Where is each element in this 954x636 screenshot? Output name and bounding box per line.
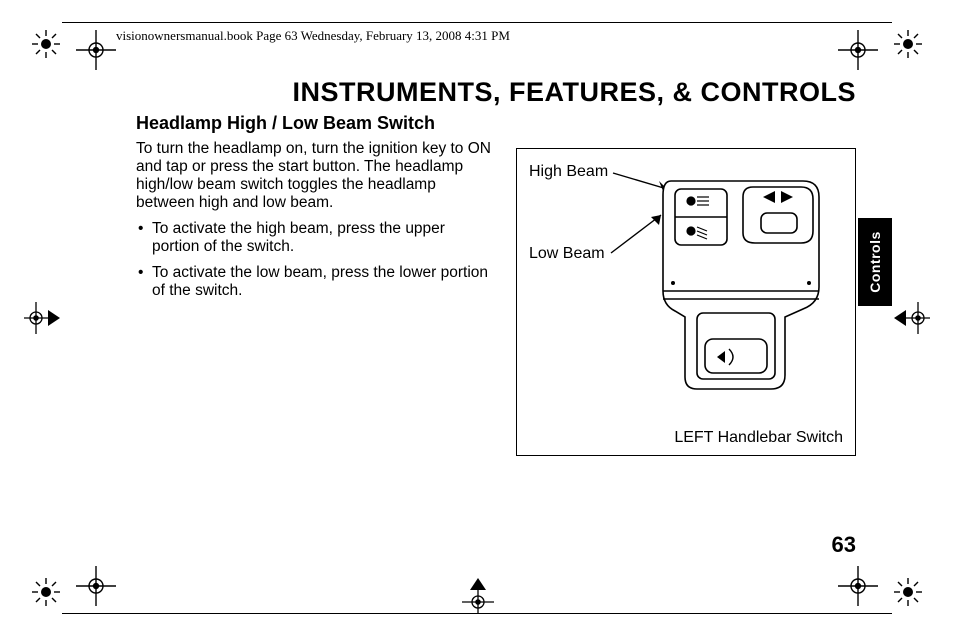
reg-mark-tri-bottom-icon [460, 578, 496, 614]
bullet-item: To activate the high beam, press the upp… [136, 220, 496, 256]
figure-label-high-beam: High Beam [529, 163, 608, 181]
reg-mark-cross-icon [838, 30, 878, 70]
chapter-title: INSTRUMENTS, FEATURES, & CONTROLS [0, 77, 856, 108]
section-title: Headlamp High / Low Beam Switch [136, 113, 435, 134]
reg-mark-sun-icon [894, 578, 922, 606]
page-number: 63 [832, 532, 856, 558]
print-header-meta: visionownersmanual.book Page 63 Wednesda… [116, 28, 510, 44]
reg-mark-sun-icon [32, 30, 60, 58]
figure-label-low-beam: Low Beam [529, 245, 605, 263]
handlebar-switch-illustration [643, 171, 843, 401]
intro-paragraph: To turn the headlamp on, turn the igniti… [136, 140, 496, 212]
top-crop-rule [62, 22, 892, 23]
reg-mark-cross-icon [838, 566, 878, 606]
figure-box: High Beam Low Beam LEFT Handlebar Switch [516, 148, 856, 456]
thumb-tab: Controls [858, 218, 892, 306]
reg-mark-tri-right-icon [894, 300, 930, 336]
reg-mark-cross-icon [76, 566, 116, 606]
figure-caption: LEFT Handlebar Switch [674, 429, 843, 447]
reg-mark-tri-left-icon [24, 300, 60, 336]
bullet-item: To activate the low beam, press the lowe… [136, 264, 496, 300]
body-text-block: To turn the headlamp on, turn the igniti… [136, 140, 496, 308]
reg-mark-cross-icon [76, 30, 116, 70]
reg-mark-sun-icon [894, 30, 922, 58]
reg-mark-sun-icon [32, 578, 60, 606]
thumb-tab-label: Controls [867, 231, 883, 293]
